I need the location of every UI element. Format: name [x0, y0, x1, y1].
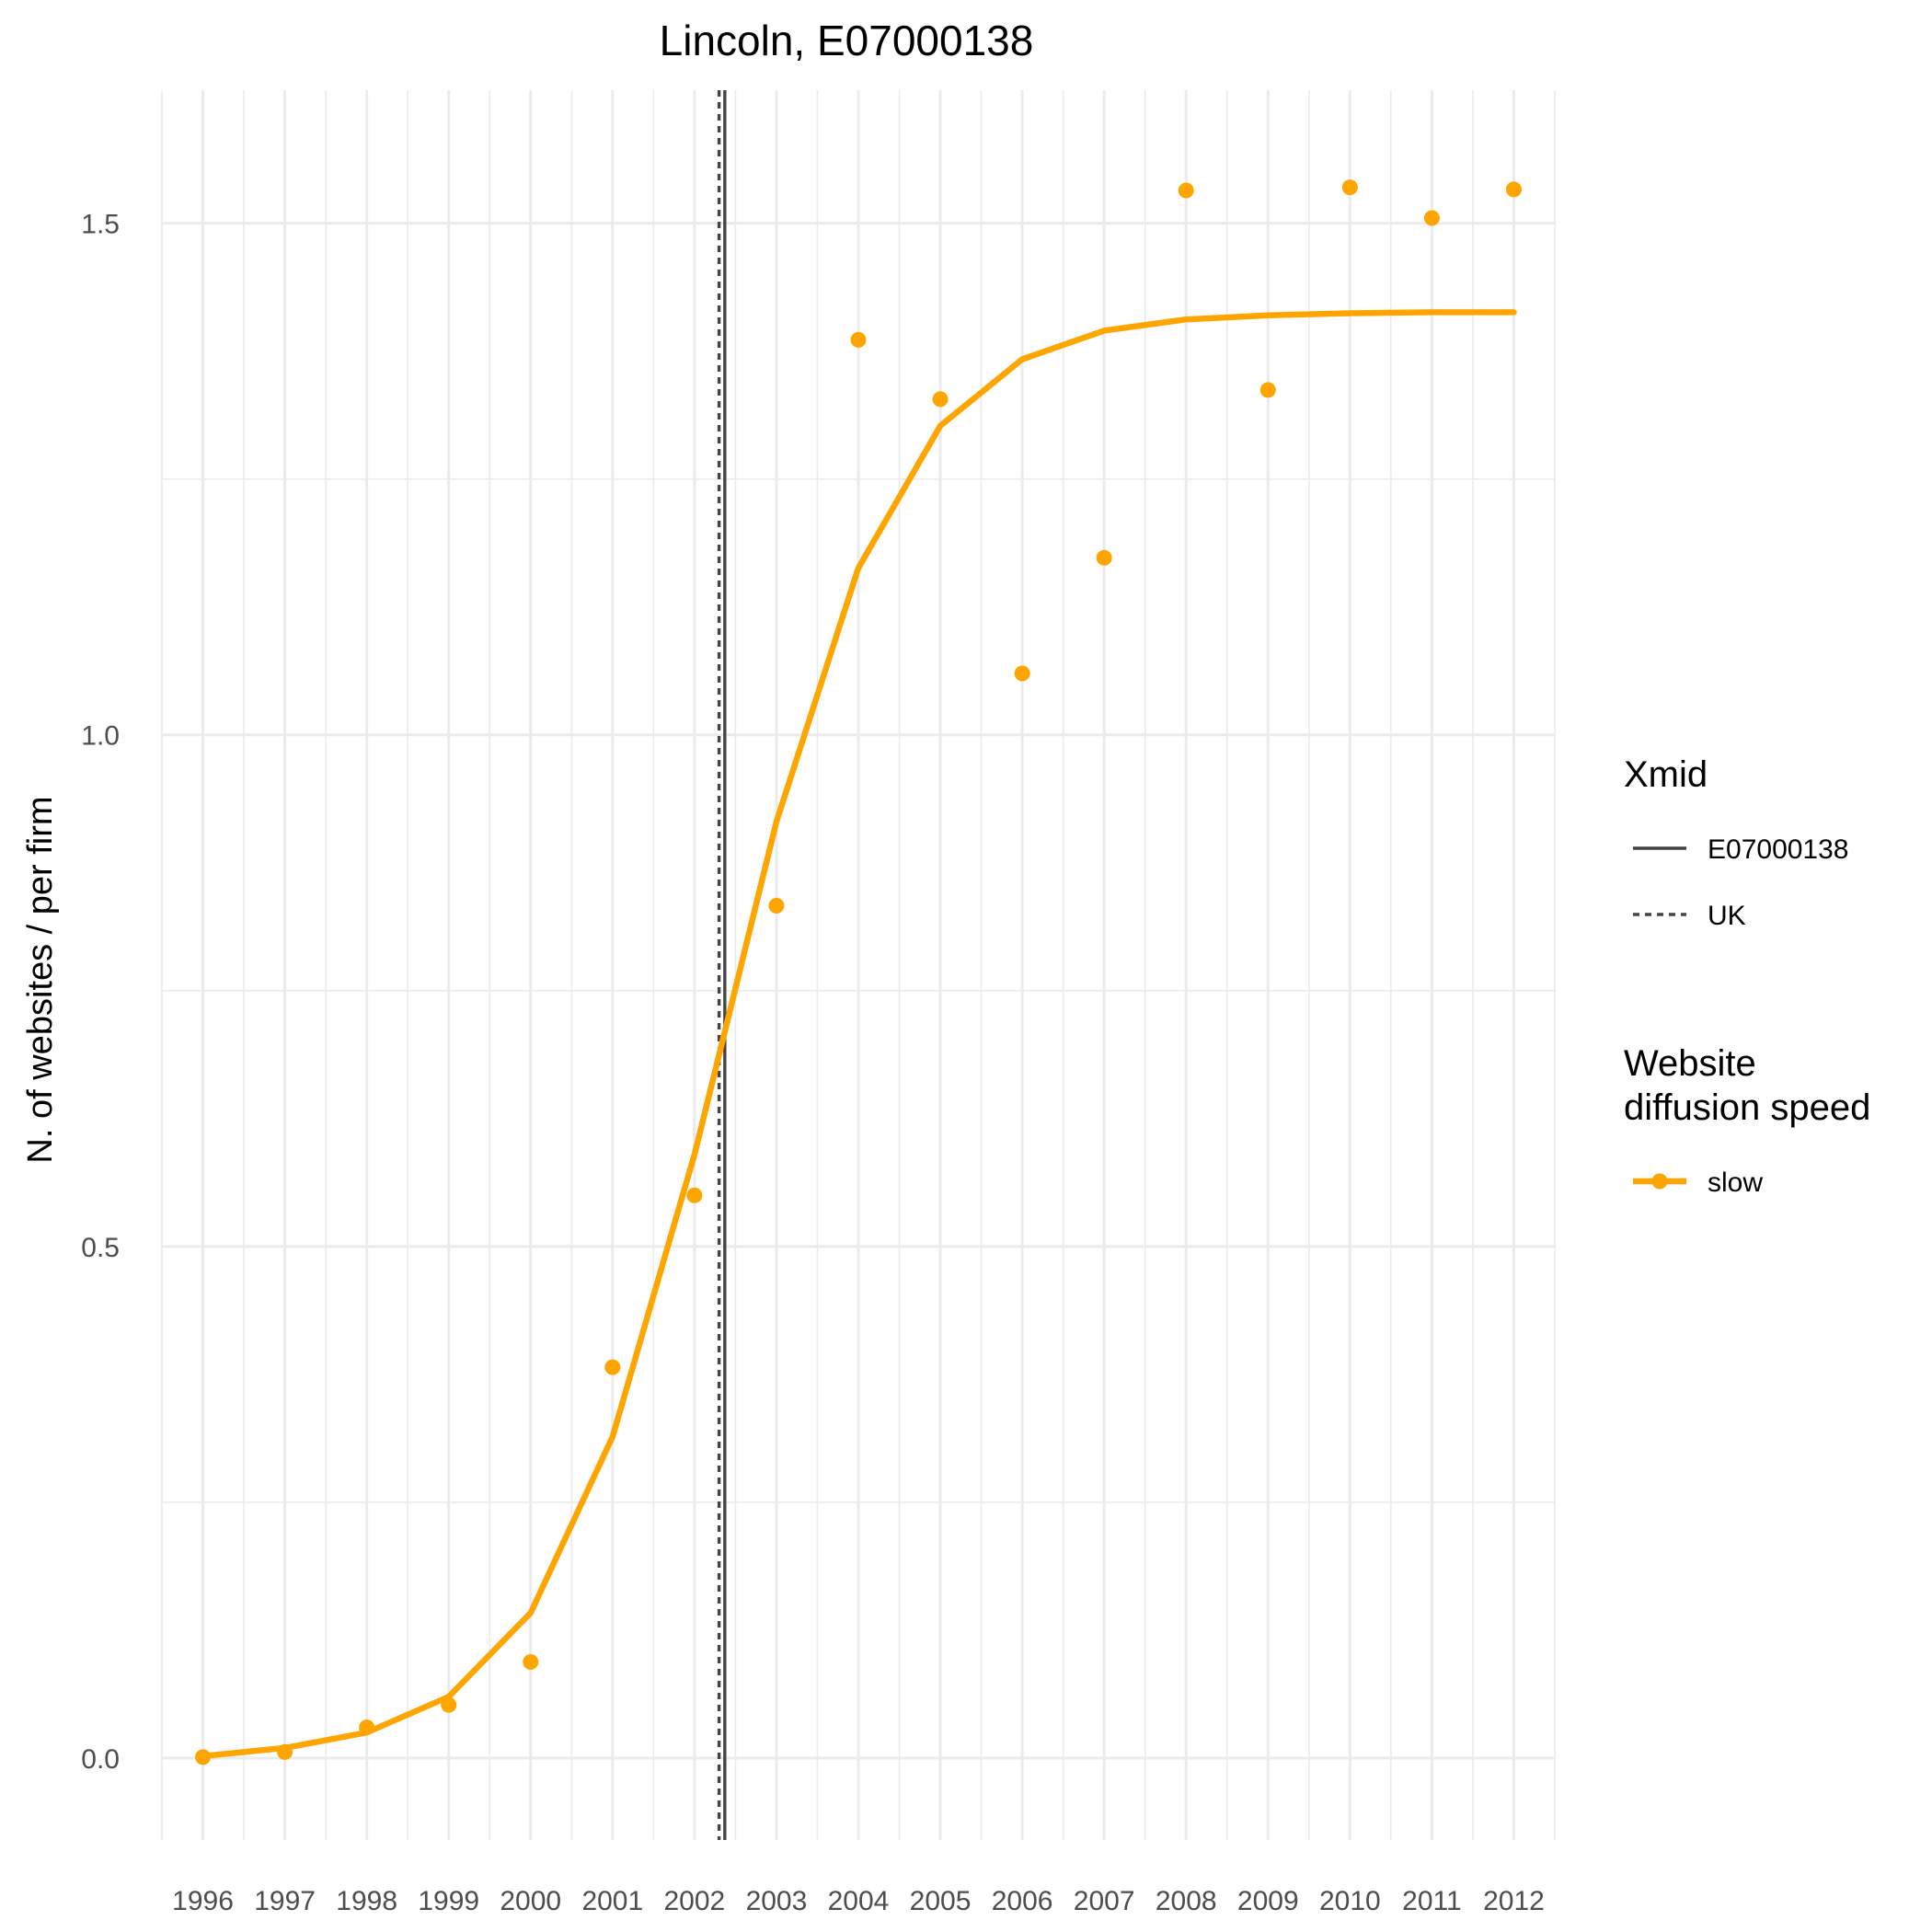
grid-lines: [161, 90, 1556, 1840]
legend-title: diffusion speed: [1624, 1087, 1870, 1128]
data-point: [359, 1719, 375, 1736]
x-tick-label: 1998: [336, 1886, 397, 1916]
legend-key-point: [1651, 1173, 1668, 1190]
legend-label: UK: [1708, 901, 1746, 931]
y-tick-label: 0.0: [81, 1744, 120, 1775]
y-tick-label: 0.5: [81, 1233, 120, 1263]
data-point: [1178, 182, 1194, 199]
data-point: [441, 1696, 457, 1713]
x-tick-label: 2005: [910, 1886, 972, 1916]
y-axis-title: N. of websites / per firm: [21, 796, 60, 1163]
y-tick-label: 1.5: [81, 210, 120, 240]
x-tick-label: 2002: [664, 1886, 726, 1916]
x-tick-label: 2010: [1319, 1886, 1381, 1916]
x-tick-label: 2008: [1156, 1886, 1217, 1916]
series-layer: [195, 179, 1522, 1765]
legend-title: Xmid: [1624, 754, 1708, 795]
x-tick-label: 1996: [172, 1886, 234, 1916]
data-point: [1423, 210, 1440, 226]
data-point: [1259, 382, 1276, 398]
x-tick-label: 2011: [1402, 1886, 1462, 1916]
data-point: [277, 1743, 293, 1760]
data-point: [523, 1653, 539, 1670]
x-tick-label: 1999: [418, 1886, 479, 1916]
y-axis-tick-labels: 0.0 0.5 1.0 1.5: [81, 210, 120, 1775]
x-axis-tick-labels: 1996 1997 1998 1999 2000 2001 2002 2003 2004 2005…: [172, 1886, 1545, 1916]
legend-label: E07000138: [1708, 834, 1849, 865]
legend-title: Website: [1624, 1043, 1756, 1084]
data-point: [1096, 549, 1112, 566]
data-point: [932, 391, 949, 408]
data-point: [195, 1749, 212, 1765]
x-tick-label: 2012: [1483, 1886, 1545, 1916]
data-point: [686, 1187, 703, 1203]
data-point: [1505, 181, 1522, 198]
data-point: [850, 331, 867, 348]
x-tick-label: 2001: [581, 1886, 643, 1916]
reference-lines: [717, 90, 727, 1840]
x-tick-label: 2003: [746, 1886, 808, 1916]
fitted-curve-slow: [200, 309, 1517, 1760]
data-point: [1341, 179, 1358, 196]
y-tick-label: 1.0: [81, 721, 120, 752]
x-tick-label: 2000: [500, 1886, 561, 1916]
x-tick-label: 2006: [992, 1886, 1053, 1916]
x-tick-label: 2004: [828, 1886, 890, 1916]
data-point: [604, 1359, 621, 1375]
data-point: [768, 897, 785, 914]
chart-title: Lincoln, E07000138: [660, 17, 1034, 64]
x-tick-label: 1997: [254, 1886, 316, 1916]
x-tick-label: 2009: [1237, 1886, 1299, 1916]
data-point: [1014, 665, 1030, 682]
x-tick-label: 2007: [1074, 1886, 1135, 1916]
legend-label: slow: [1708, 1167, 1763, 1198]
